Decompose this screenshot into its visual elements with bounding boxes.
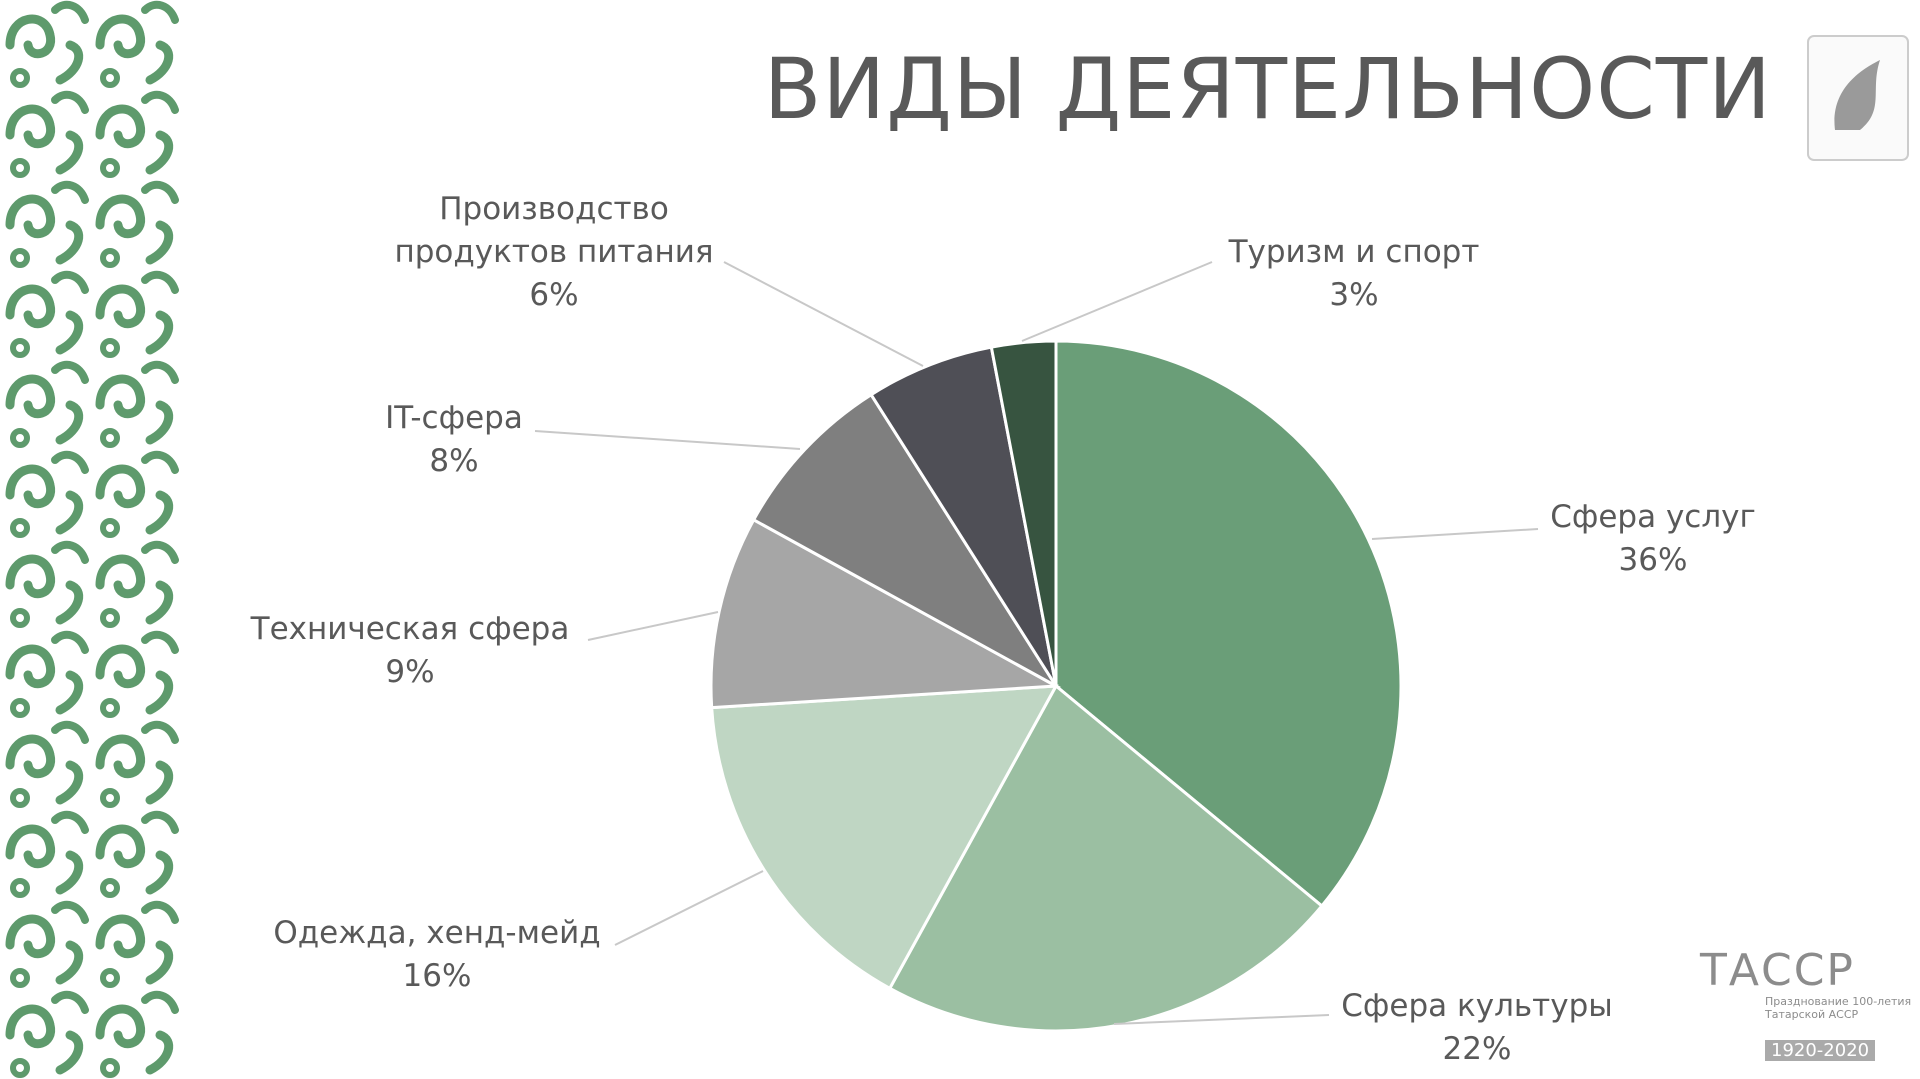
leader-line (614, 870, 764, 946)
category-label: Техническая сфера (250, 611, 570, 647)
logo-years: 1920-2020 (1765, 1040, 1876, 1061)
logo-name: ТАССР (1700, 945, 1855, 996)
logo-caption: Празднование 100-летия Татарской АССР (1765, 995, 1912, 1021)
value-label: 16% (402, 958, 472, 994)
chart-title: ВИДЫ ДЕЯТЕЛЬНОСТИ (763, 40, 1772, 138)
value-label: 6% (529, 277, 579, 313)
value-label: 8% (429, 443, 479, 479)
slice-label: IT-сфера 8% (385, 397, 523, 483)
leaders (534, 261, 1539, 1025)
leader-line (1021, 261, 1213, 342)
category-label: Сфера культуры (1341, 988, 1613, 1024)
pie-slice (869, 345, 1058, 687)
pie (709, 339, 1403, 1033)
slice-label: Сфера услуг 36% (1550, 496, 1756, 582)
slice-label: Производство продуктов питания 6% (384, 188, 724, 317)
leader-line (1371, 528, 1539, 540)
slice-label: Одежда, хенд-мейд 16% (273, 912, 600, 998)
pie-slice (989, 339, 1058, 687)
pie-slice (751, 392, 1058, 688)
category-label: Туризм и спорт (1228, 234, 1480, 270)
category-label: IT-сфера (385, 400, 523, 436)
leader-line (587, 611, 719, 641)
pie-slice (887, 683, 1324, 1033)
leader-line (723, 261, 924, 367)
value-label: 9% (385, 654, 435, 690)
category-label: Сфера услуг (1550, 499, 1756, 535)
leader-line (534, 430, 801, 450)
pie-slice (1054, 339, 1403, 909)
value-label: 36% (1618, 542, 1688, 578)
slice-label: Техническая сфера 9% (251, 608, 570, 694)
value-label: 22% (1442, 1031, 1512, 1067)
slice-label: Сфера культуры 22% (1341, 985, 1612, 1071)
value-label: 3% (1329, 277, 1379, 313)
slice-label: Туризм и спорт 3% (1229, 231, 1480, 317)
category-label: Одежда, хенд-мейд (273, 915, 601, 951)
category-label: Производство продуктов питания (394, 191, 714, 270)
coat-of-arms-figure (1834, 60, 1880, 130)
pie-slice (709, 517, 1062, 710)
pie-slice (710, 684, 1059, 991)
ornament (0, 0, 182, 1079)
leader-line (1113, 1014, 1330, 1025)
